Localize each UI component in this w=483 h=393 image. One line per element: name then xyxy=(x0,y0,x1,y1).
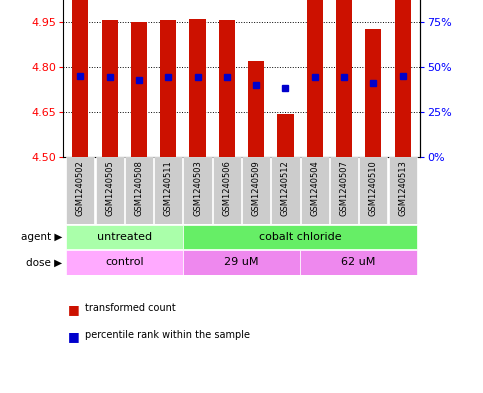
Bar xyxy=(248,61,264,157)
Bar xyxy=(183,224,417,249)
Bar xyxy=(330,157,358,224)
Text: GSM1240505: GSM1240505 xyxy=(105,160,114,216)
Text: GSM1240507: GSM1240507 xyxy=(340,160,349,216)
Text: GSM1240503: GSM1240503 xyxy=(193,160,202,216)
Bar xyxy=(131,22,147,157)
Text: ■: ■ xyxy=(68,303,79,316)
Text: GSM1240508: GSM1240508 xyxy=(134,160,143,216)
Text: dose ▶: dose ▶ xyxy=(26,257,62,267)
Bar xyxy=(365,29,382,157)
Bar xyxy=(300,250,417,275)
Bar xyxy=(213,157,241,224)
Text: GSM1240512: GSM1240512 xyxy=(281,160,290,216)
Bar xyxy=(307,0,323,157)
Bar xyxy=(184,157,212,224)
Bar xyxy=(189,18,206,157)
Text: GSM1240504: GSM1240504 xyxy=(310,160,319,216)
Text: 29 uM: 29 uM xyxy=(224,257,259,267)
Bar xyxy=(125,157,153,224)
Text: ■: ■ xyxy=(68,330,79,343)
Text: GSM1240510: GSM1240510 xyxy=(369,160,378,216)
Bar xyxy=(359,157,387,224)
Text: GSM1240509: GSM1240509 xyxy=(252,160,261,216)
Bar xyxy=(277,114,294,157)
Text: agent ▶: agent ▶ xyxy=(21,232,62,242)
Text: GSM1240513: GSM1240513 xyxy=(398,160,407,216)
Bar xyxy=(96,157,124,224)
Text: percentile rank within the sample: percentile rank within the sample xyxy=(85,330,250,340)
Bar xyxy=(66,250,183,275)
Bar xyxy=(336,0,352,157)
Bar xyxy=(242,157,270,224)
Text: GSM1240502: GSM1240502 xyxy=(76,160,85,216)
Text: GSM1240511: GSM1240511 xyxy=(164,160,173,216)
Bar xyxy=(183,250,300,275)
Bar xyxy=(154,157,182,224)
Text: transformed count: transformed count xyxy=(85,303,175,312)
Text: untreated: untreated xyxy=(97,232,152,242)
Bar xyxy=(388,157,417,224)
Bar xyxy=(72,0,88,157)
Bar xyxy=(301,157,329,224)
Bar xyxy=(160,20,176,157)
Text: control: control xyxy=(105,257,143,267)
Text: GSM1240506: GSM1240506 xyxy=(222,160,231,216)
Bar xyxy=(271,157,299,224)
Text: 62 uM: 62 uM xyxy=(341,257,376,267)
Text: cobalt chloride: cobalt chloride xyxy=(259,232,341,242)
Bar xyxy=(66,224,183,249)
Bar xyxy=(219,20,235,157)
Bar xyxy=(101,20,118,157)
Bar xyxy=(395,0,411,157)
Bar xyxy=(66,157,95,224)
